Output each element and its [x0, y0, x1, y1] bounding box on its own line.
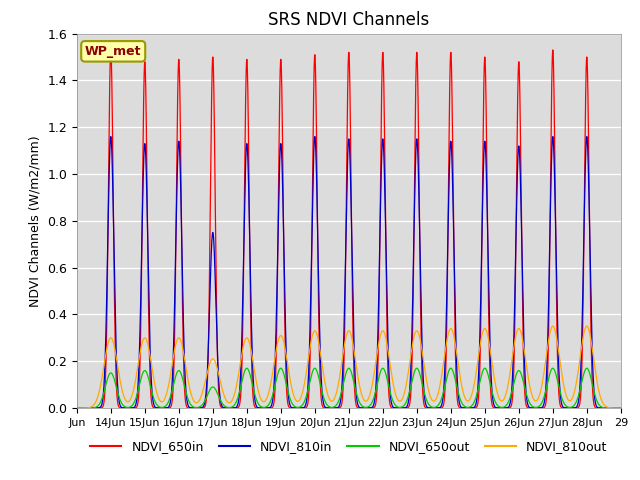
NDVI_810out [549, 323, 557, 329]
NDVI_650in [209, 59, 216, 65]
NDVI_650out [209, 384, 216, 390]
NDVI_810in [107, 134, 115, 140]
Y-axis label: NDVI Channels (W/m2/mm): NDVI Channels (W/m2/mm) [29, 135, 42, 307]
NDVI_650out [422, 396, 430, 401]
NDVI_810in [402, 405, 410, 410]
NDVI_810in [209, 231, 216, 237]
NDVI_810out [73, 405, 81, 411]
NDVI_650out [73, 405, 81, 411]
NDVI_810out [422, 374, 430, 380]
Title: SRS NDVI Channels: SRS NDVI Channels [268, 11, 429, 29]
NDVI_650out [402, 400, 410, 406]
NDVI_810in [330, 405, 338, 411]
NDVI_650in [330, 405, 338, 411]
NDVI_650out [463, 404, 470, 410]
NDVI_810out [617, 405, 625, 411]
NDVI_810in [617, 405, 625, 411]
Line: NDVI_650in: NDVI_650in [77, 50, 621, 408]
NDVI_650out [330, 404, 338, 410]
NDVI_650in [73, 405, 81, 411]
NDVI_810out [463, 397, 470, 403]
NDVI_650out [583, 365, 591, 371]
Text: WP_met: WP_met [85, 45, 141, 58]
NDVI_810out [209, 356, 216, 362]
NDVI_810in [582, 155, 589, 160]
NDVI_650in [582, 98, 589, 104]
NDVI_810in [73, 405, 81, 411]
NDVI_650in [422, 405, 430, 411]
NDVI_650in [617, 405, 625, 411]
NDVI_650out [582, 366, 589, 372]
Line: NDVI_650out: NDVI_650out [77, 368, 621, 408]
NDVI_650in [107, 47, 115, 53]
Legend: NDVI_650in, NDVI_810in, NDVI_650out, NDVI_810out: NDVI_650in, NDVI_810in, NDVI_650out, NDV… [85, 435, 612, 458]
NDVI_650in [463, 405, 470, 411]
Line: NDVI_810in: NDVI_810in [77, 137, 621, 408]
NDVI_650out [617, 405, 625, 411]
NDVI_810out [402, 384, 410, 390]
NDVI_810in [422, 402, 430, 408]
NDVI_810in [463, 405, 470, 411]
NDVI_650in [402, 405, 410, 411]
NDVI_810out [330, 396, 338, 402]
Line: NDVI_810out: NDVI_810out [77, 326, 621, 408]
NDVI_810out [582, 324, 589, 330]
